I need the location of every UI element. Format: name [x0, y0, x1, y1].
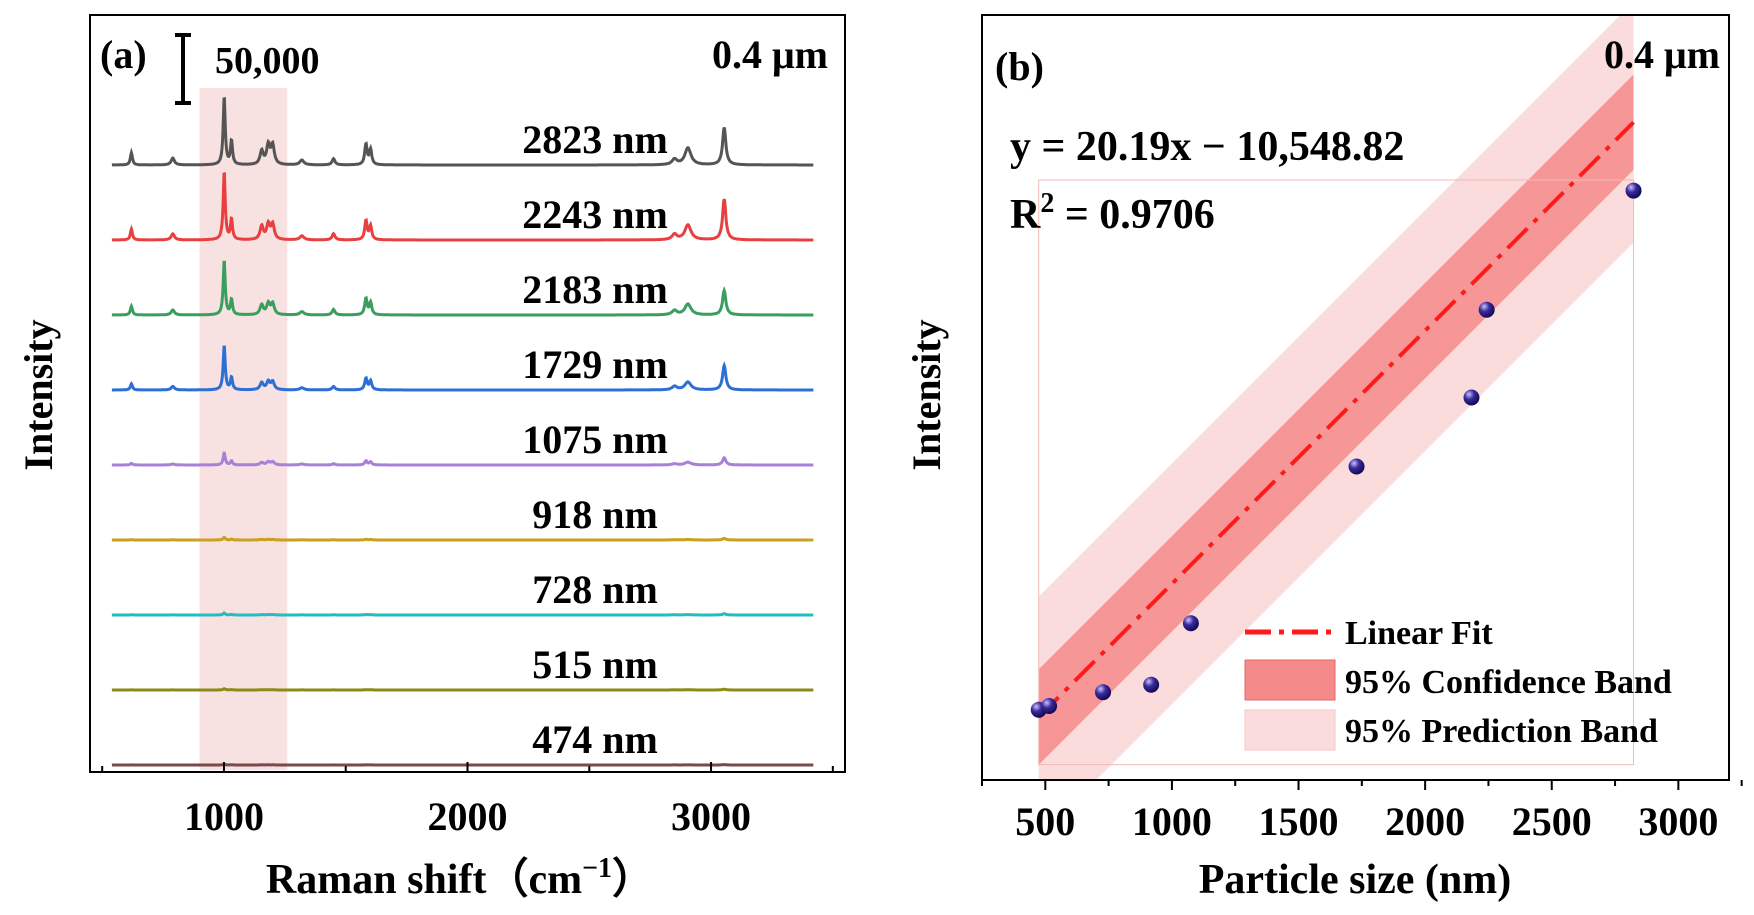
- legend-label-fit: Linear Fit: [1345, 615, 1493, 652]
- panel-a: 1000 2000 3000 2823 nm 2243 nm 2183 nm 1729 n…: [16, 14, 846, 903]
- x-tick-label: 3000: [671, 794, 751, 839]
- linear-fit-line: [1037, 120, 1635, 719]
- x-tick-label: 500: [1015, 799, 1075, 844]
- panel-label: (a): [100, 32, 147, 77]
- x-axis-label-close: ）: [612, 856, 654, 903]
- legend-label-prediction: 95% Prediction Band: [1345, 713, 1658, 750]
- data-point: [1348, 458, 1365, 475]
- x-axis-label: Particle size (nm): [1199, 857, 1512, 903]
- y-axis-label: Intensity: [904, 319, 949, 470]
- series-labels: 2823 nm 2243 nm 2183 nm 1729 nm 1075 nm 918 n…: [522, 117, 668, 762]
- spectrum-line: [111, 451, 814, 467]
- panel-label: (b): [995, 44, 1044, 89]
- legend-label-confidence: 95% Confidence Band: [1345, 664, 1672, 701]
- spectrum-line: [111, 611, 814, 617]
- spectrum-line: [111, 345, 814, 392]
- series-label: 728 nm: [532, 567, 658, 612]
- x-tick-label: 2500: [1512, 799, 1592, 844]
- x-tick-label: 1000: [1132, 799, 1212, 844]
- series-label: 2243 nm: [522, 192, 668, 237]
- data-point: [1625, 182, 1642, 199]
- spectrum-line: [111, 260, 814, 317]
- legend: Linear Fit 95% Confidence Band 95% Predi…: [1244, 615, 1672, 751]
- x-axis: 1000 2000 3000: [101, 762, 834, 839]
- r-squared: R2 = 0.9706: [1010, 188, 1215, 238]
- bands-group: [1030, 15, 1642, 780]
- plot-frame: [981, 14, 1730, 781]
- data-point: [1143, 676, 1160, 693]
- series-label: 2823 nm: [522, 117, 668, 162]
- x-tick-label: 1000: [184, 794, 264, 839]
- scale-bar-label: 50,000: [215, 40, 320, 82]
- r-squared-value: = 0.9706: [1054, 192, 1214, 238]
- series-label: 474 nm: [532, 717, 658, 762]
- y-axis-label: Intensity: [16, 319, 61, 470]
- series-label: 918 nm: [532, 492, 658, 537]
- series-label: 1075 nm: [522, 417, 668, 462]
- spectrum-line: [111, 687, 814, 692]
- x-axis-label: Raman shift（cm−1）: [266, 853, 654, 903]
- data-point: [1041, 698, 1058, 715]
- panel-b: 500 1000 1500 2000 2500 3000 (b) 0.4 μm y = 2…: [904, 14, 1743, 903]
- data-point: [1095, 684, 1112, 701]
- data-points: [1030, 182, 1642, 718]
- spectrum-line: [111, 535, 814, 542]
- r-squared-sup: 2: [1040, 188, 1054, 219]
- spectrum-line: [111, 96, 814, 167]
- x-axis-label-sup: −1: [582, 853, 612, 884]
- corner-label: 0.4 μm: [712, 32, 828, 77]
- legend-swatch-confidence: [1244, 659, 1336, 701]
- data-point: [1478, 301, 1495, 318]
- data-point: [1463, 389, 1480, 406]
- x-tick-label: 3000: [1638, 799, 1718, 844]
- highlight-region: [199, 88, 288, 770]
- spectrum-line: [111, 171, 814, 242]
- scale-bar: 50,000: [175, 33, 320, 105]
- x-axis: 500 1000 1500 2000 2500 3000: [981, 780, 1743, 844]
- data-point: [1182, 615, 1199, 632]
- series-label: 515 nm: [532, 642, 658, 687]
- corner-label: 0.4 μm: [1604, 32, 1720, 77]
- spectrum-line: [111, 762, 814, 767]
- series-group: [111, 96, 814, 767]
- series-label: 2183 nm: [522, 267, 668, 312]
- x-tick-label: 2000: [1385, 799, 1465, 844]
- x-axis-label-main: Raman shift（cm: [266, 856, 582, 903]
- legend-frame-shadow: [1038, 179, 1635, 766]
- series-label: 1729 nm: [522, 342, 668, 387]
- legend-swatch-prediction: [1244, 709, 1336, 751]
- fit-equation: y = 20.19x − 10,548.82: [1010, 124, 1404, 170]
- r-squared-label: R: [1010, 192, 1041, 238]
- x-tick-label: 2000: [428, 794, 508, 839]
- x-tick-label: 1500: [1259, 799, 1339, 844]
